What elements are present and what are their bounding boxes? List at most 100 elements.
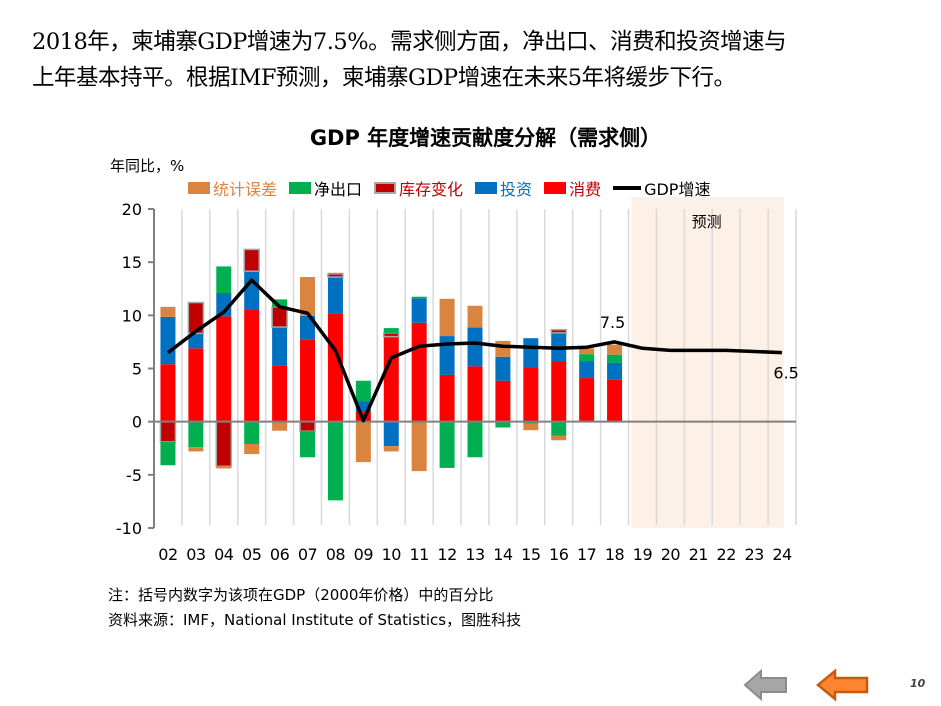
- bar-net_export-14: [495, 421, 511, 428]
- bar-inventory-08: [327, 273, 344, 278]
- bar-net_export-12: [439, 421, 455, 468]
- bar-stat_error-04: [216, 466, 232, 469]
- x-tick-label: 17: [577, 545, 596, 564]
- bar-consumption-15: [523, 367, 539, 422]
- x-tick-label: 12: [437, 545, 456, 564]
- bar-consumption-10: [383, 336, 399, 422]
- x-tick-label: 08: [326, 545, 346, 564]
- bar-inventory-04: [215, 420, 233, 468]
- x-tick-label: 21: [689, 545, 708, 564]
- bar-consumption-18: [607, 379, 623, 422]
- x-tick-label: 18: [605, 545, 625, 564]
- y-tick-label: 0: [132, 413, 142, 432]
- bar-consumption-07: [300, 339, 316, 422]
- legend-swatch-inventory: [374, 182, 397, 194]
- page-number: 10: [910, 677, 926, 690]
- x-tick-label: 03: [186, 545, 205, 564]
- bar-inventory-02: [159, 420, 177, 443]
- intro-line-2: 上年基本持平。根据IMF预测，柬埔寨GDP增速在未来5年将缓步下行。: [32, 65, 736, 91]
- bar-consumption-13: [467, 366, 483, 422]
- x-tick-label: 14: [493, 545, 513, 564]
- bar-consumption-11: [411, 322, 427, 422]
- y-tick-label: 10: [122, 306, 142, 325]
- axis-layer: 20 15 10 5 0 -5 -10 02 03 04 05 06 07 08 09 10 11 12 13 14 1…: [116, 200, 796, 564]
- bar-net_export-16: [551, 421, 567, 436]
- x-tick-label: 07: [298, 545, 317, 564]
- bar-investment-17: [579, 361, 595, 379]
- gridlines-layer: [181, 209, 797, 525]
- back-arrow-button[interactable]: back: [742, 668, 788, 702]
- x-tick-label: 22: [717, 545, 736, 564]
- bar-consumption-14: [495, 380, 511, 422]
- bar-net_export-05: [244, 421, 260, 444]
- bar-net_export-08: [327, 421, 343, 501]
- x-tick-label: 09: [354, 545, 374, 564]
- bar-stat_error-17: [579, 348, 595, 355]
- x-tick-label: 06: [270, 545, 290, 564]
- legend-swatch-investment: [475, 182, 498, 194]
- bar-inventory-05: [243, 248, 260, 272]
- footnote-note: 注：括号内数字为该项在GDP（2000年价格）中的百分比: [108, 586, 494, 604]
- bar-net_export-03: [188, 421, 204, 448]
- bar-net_export-11: [411, 296, 427, 299]
- bar-stat_error-13: [467, 305, 483, 328]
- x-tick-label: 11: [409, 545, 428, 564]
- bar-investment-06: [272, 327, 288, 366]
- legend-item-stat-error: 统计误差: [188, 176, 277, 200]
- x-tick-label: 23: [744, 545, 763, 564]
- bar-stat_error-10: [383, 446, 399, 452]
- bar-investment-10: [383, 421, 399, 447]
- bar-consumption-17: [579, 378, 595, 422]
- bar-consumption-08: [327, 313, 343, 422]
- bar-net_export-04: [216, 266, 232, 294]
- labels-layer: 预测 7.5 6.5: [600, 213, 799, 383]
- data-label-18: 7.5: [600, 313, 625, 332]
- previous-arrow-button[interactable]: previous: [815, 668, 871, 702]
- x-tick-label: 13: [465, 545, 484, 564]
- legend-item-gdp: GDP增速: [613, 176, 710, 200]
- bar-net_export-07: [300, 431, 316, 458]
- bar-investment-13: [467, 327, 483, 367]
- bar-consumption-05: [244, 310, 260, 422]
- bar-stat_error-14: [495, 340, 511, 357]
- bar-stat_error-16: [551, 435, 567, 441]
- bar-net_export-15: [523, 421, 539, 424]
- bar-investment-08: [327, 277, 343, 314]
- x-tick-label: 20: [661, 545, 681, 564]
- bar-net_export-13: [467, 421, 483, 458]
- bar-investment-12: [439, 336, 455, 375]
- bar-investment-04: [216, 293, 232, 317]
- legend-item-net-export: 净出口: [289, 176, 362, 200]
- bar-stat_error-06: [272, 421, 288, 431]
- x-tick-label: 15: [521, 545, 540, 564]
- y-tick-label: -5: [126, 466, 142, 485]
- bar-net_export-17: [579, 354, 595, 362]
- y-axis-unit-label: 年同比，%: [110, 157, 185, 175]
- bar-investment-02: [160, 316, 176, 365]
- bar-investment-03: [188, 333, 204, 349]
- bar-consumption-03: [188, 348, 204, 422]
- forecast-label: 预测: [692, 213, 722, 231]
- y-tick-label: 20: [122, 200, 142, 219]
- intro-line-1: 2018年，柬埔寨GDP增速为7.5%。需求侧方面，净出口、消费和投资增速与: [32, 29, 787, 55]
- forecast-region: [631, 197, 784, 528]
- data-label-24: 6.5: [773, 364, 798, 383]
- bar-stat_error-07: [300, 277, 316, 316]
- bar-investment-11: [411, 298, 427, 323]
- bar-investment-18: [607, 362, 623, 380]
- bar-investment-05: [244, 271, 260, 311]
- x-tick-label: 19: [633, 545, 653, 564]
- forecast-region-layer: [631, 197, 784, 528]
- x-tick-label: 24: [772, 545, 792, 564]
- y-tick-label: -10: [116, 519, 142, 538]
- bar-stat_error-08: [327, 272, 343, 274]
- bar-consumption-12: [439, 374, 455, 422]
- legend-line-gdp: [613, 186, 642, 190]
- bar-inventory-06: [271, 306, 288, 328]
- bar-consumption-04: [216, 316, 232, 422]
- bar-inventory-10: [383, 332, 400, 338]
- bar-net_export-02: [160, 441, 176, 466]
- bar-consumption-02: [160, 364, 176, 422]
- legend-label-gdp: GDP增速: [644, 180, 711, 199]
